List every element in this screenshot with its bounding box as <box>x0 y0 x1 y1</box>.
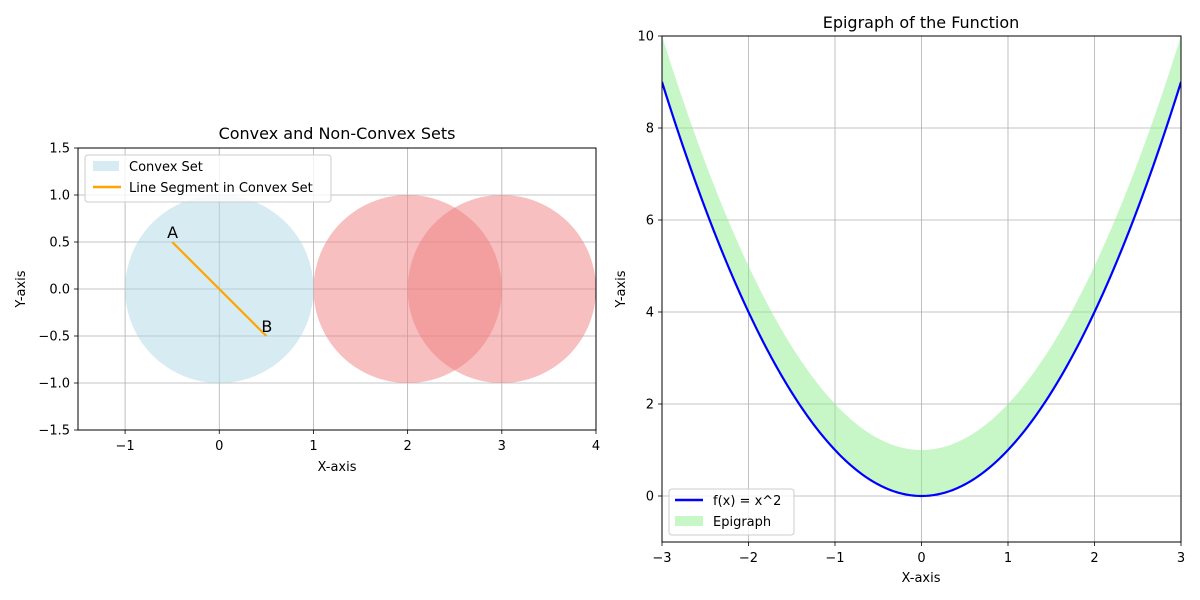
y-tick-label: 8 <box>646 122 654 137</box>
x-tick-label: −3 <box>652 551 671 566</box>
left-plot-area: AB <box>125 195 596 383</box>
plot-marks <box>662 36 1181 498</box>
left-ticks: −1 0 1 2 3 4 −1.5 −1.0 −0.5 0.0 0.5 1.0 1.5 <box>38 142 600 455</box>
x-tick-label: 3 <box>1177 551 1185 566</box>
left-subplot: Convex and Non-Convex Sets AB −1 0 1 2 3 4−1.… <box>14 124 600 475</box>
right-subplot: Epigraph of the Function −3 −2 −1 0 1 2 3 0 2 4 6 8… <box>614 13 1185 586</box>
left-chart-title: Convex and Non-Convex Sets <box>219 124 456 143</box>
legend-line-segment-label: Line Segment in Convex Set <box>129 181 313 196</box>
legend-convex-set-label: Convex Set <box>129 160 203 175</box>
y-tick-label: −1.5 <box>38 424 70 439</box>
x-tick-label: 1 <box>309 439 317 454</box>
x-tick-label: −1 <box>116 439 135 454</box>
x-tick-label: 0 <box>215 439 223 454</box>
y-tick-label: 1.0 <box>49 189 70 204</box>
right-chart-title: Epigraph of the Function <box>823 13 1020 32</box>
x-tick-label: 1 <box>1004 551 1012 566</box>
y-tick-label: 10 <box>637 30 654 45</box>
x-tick-label: −1 <box>825 551 844 566</box>
x-tick-label: 4 <box>592 439 600 454</box>
right-ticks: −3 −2 −1 0 1 2 3 0 2 4 6 8 10 <box>637 30 1185 567</box>
y-tick-label: −1.0 <box>38 377 70 392</box>
right-legend: f(x) = x^2 Epigraph <box>668 488 795 536</box>
right-x-axis-label: X-axis <box>902 571 941 586</box>
y-tick-label: 6 <box>646 214 654 229</box>
left-y-axis-label: Y-axis <box>14 270 29 308</box>
x-tick-label: −2 <box>739 551 758 566</box>
point-label-b: B <box>261 317 272 336</box>
point-label-a: A <box>167 223 178 242</box>
x-tick-label: 2 <box>1090 551 1098 566</box>
non-convex-set-circle <box>407 195 596 383</box>
legend-fx-label: f(x) = x^2 <box>713 494 781 509</box>
x-tick-label: 3 <box>498 439 506 454</box>
x-tick-label: 0 <box>917 551 925 566</box>
y-tick-label: 4 <box>646 306 654 321</box>
legend-epigraph-swatch <box>675 516 703 526</box>
y-tick-label: −0.5 <box>38 330 70 345</box>
right-y-axis-label: Y-axis <box>614 270 629 308</box>
left-legend-box <box>84 154 332 203</box>
y-tick-label: 0.0 <box>49 283 70 298</box>
legend-convex-set-swatch <box>93 161 119 171</box>
left-x-axis-label: X-axis <box>318 460 357 475</box>
epigraph-area <box>662 36 1181 496</box>
y-tick-label: 1.5 <box>49 142 70 157</box>
left-legend: Convex Set Line Segment in Convex Set <box>84 154 332 203</box>
y-tick-label: 2 <box>646 398 654 413</box>
right-plot-area <box>662 36 1181 498</box>
y-tick-label: 0 <box>646 490 654 505</box>
plot-marks <box>125 195 596 383</box>
function-curve <box>662 81 1181 498</box>
legend-epigraph-label: Epigraph <box>713 515 771 530</box>
x-tick-label: 2 <box>403 439 411 454</box>
y-tick-label: 0.5 <box>49 236 70 251</box>
line-segment <box>171 241 268 337</box>
